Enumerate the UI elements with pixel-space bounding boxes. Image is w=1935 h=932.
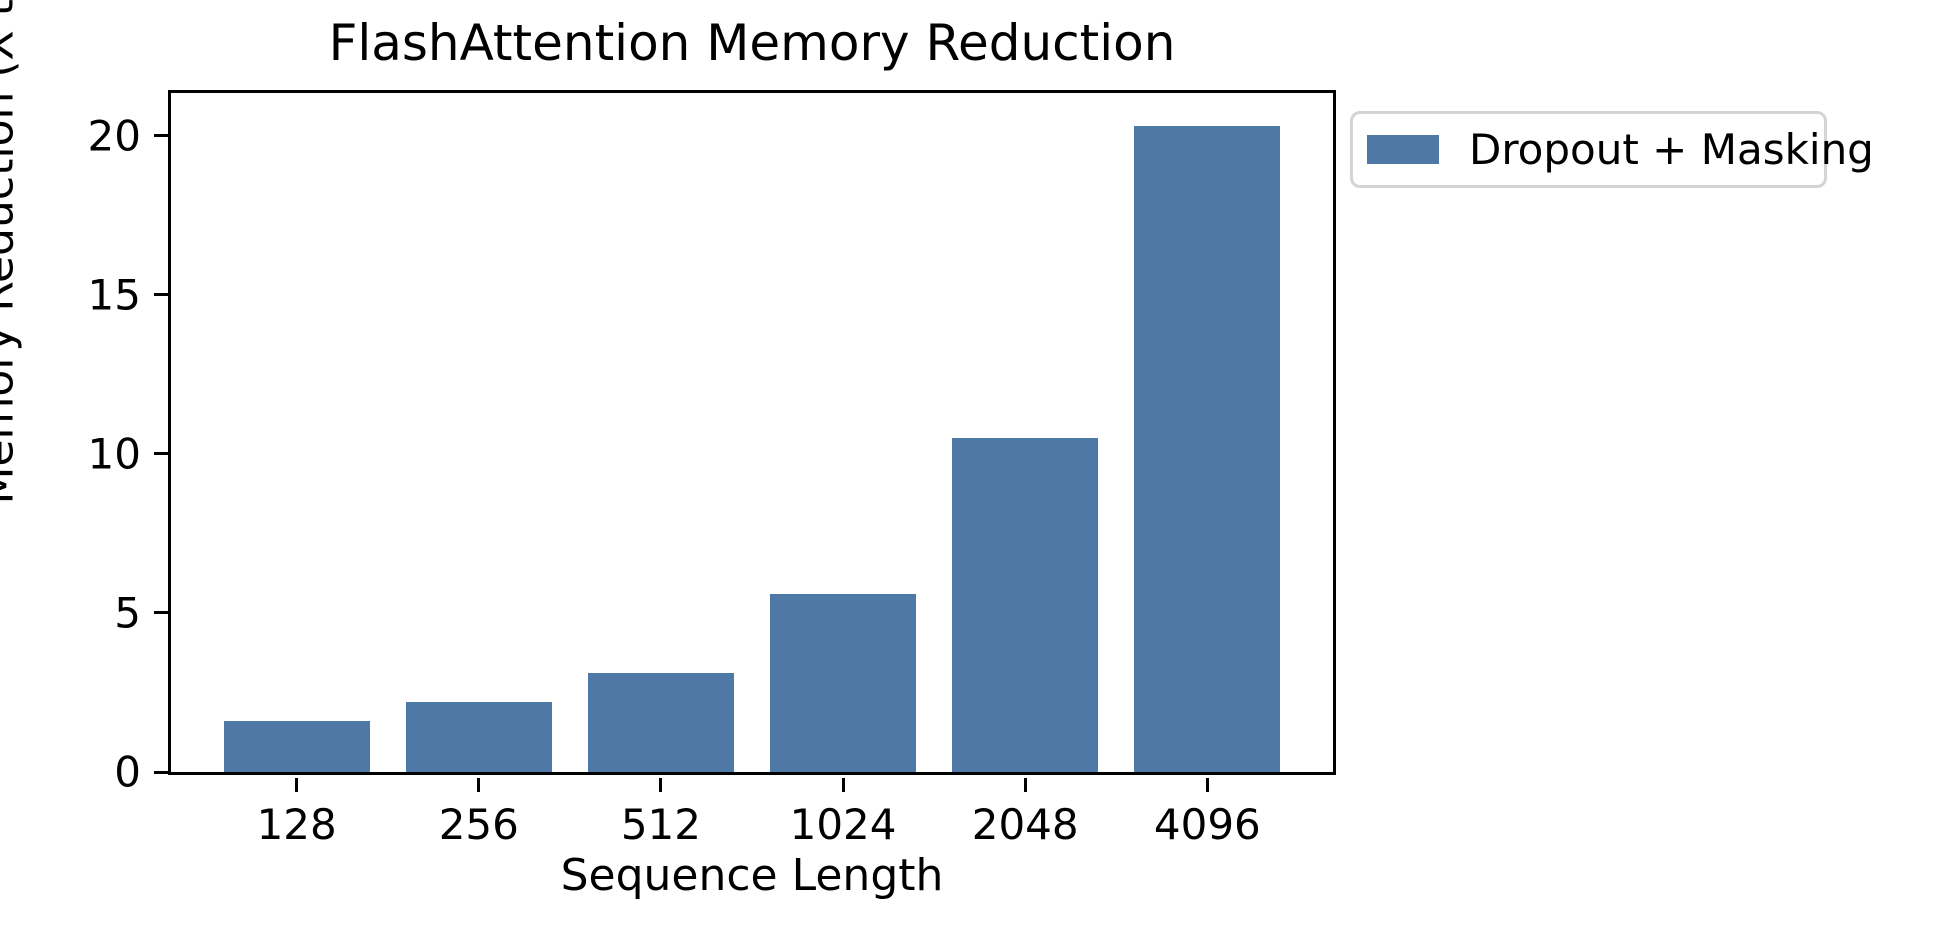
- legend-swatch-icon: [1367, 135, 1439, 164]
- bar-2048: [952, 438, 1099, 772]
- x-tick-mark: [1205, 778, 1209, 792]
- y-tick-mark: [154, 452, 171, 456]
- y-tick-mark: [154, 293, 171, 297]
- x-tick-label: 1024: [789, 800, 897, 849]
- x-tick-label: 256: [438, 800, 519, 849]
- x-tick-mark: [295, 778, 299, 792]
- bar-128: [223, 721, 370, 772]
- legend: Dropout + Masking: [1350, 111, 1874, 188]
- bar-256: [405, 702, 552, 772]
- y-tick-label: 5: [114, 588, 141, 638]
- x-tick-label: 2048: [971, 800, 1079, 849]
- x-tick-mark: [841, 778, 845, 792]
- x-tick-mark: [477, 778, 481, 792]
- x-tick-mark: [659, 778, 663, 792]
- bar-512: [588, 673, 734, 772]
- bar-1024: [770, 593, 916, 772]
- y-tick-label: 10: [87, 429, 141, 479]
- y-tick-mark: [154, 611, 171, 615]
- x-tick-label: 128: [256, 800, 337, 849]
- bar-4096: [1134, 126, 1281, 772]
- plot-area: 128 256 512 1024 2048 4096 0 5 10 15 20: [88, 90, 1336, 849]
- legend-label: Dropout + Masking: [1469, 125, 1874, 174]
- y-tick-label: 0: [114, 747, 141, 797]
- y-tick-mark: [154, 770, 171, 774]
- y-tick-label: 15: [87, 270, 141, 320]
- y-tick-label: 20: [87, 111, 141, 161]
- x-tick-label: 512: [620, 800, 702, 849]
- x-axis-label: Sequence Length: [560, 850, 944, 901]
- x-tick-label: 4096: [1153, 800, 1261, 849]
- x-tick-mark: [1023, 778, 1027, 792]
- chart-title: FlashAttention Memory Reduction: [328, 14, 1176, 72]
- y-tick-mark: [154, 134, 171, 138]
- y-axis-label: Memory Reduction (X times less): [0, 0, 24, 505]
